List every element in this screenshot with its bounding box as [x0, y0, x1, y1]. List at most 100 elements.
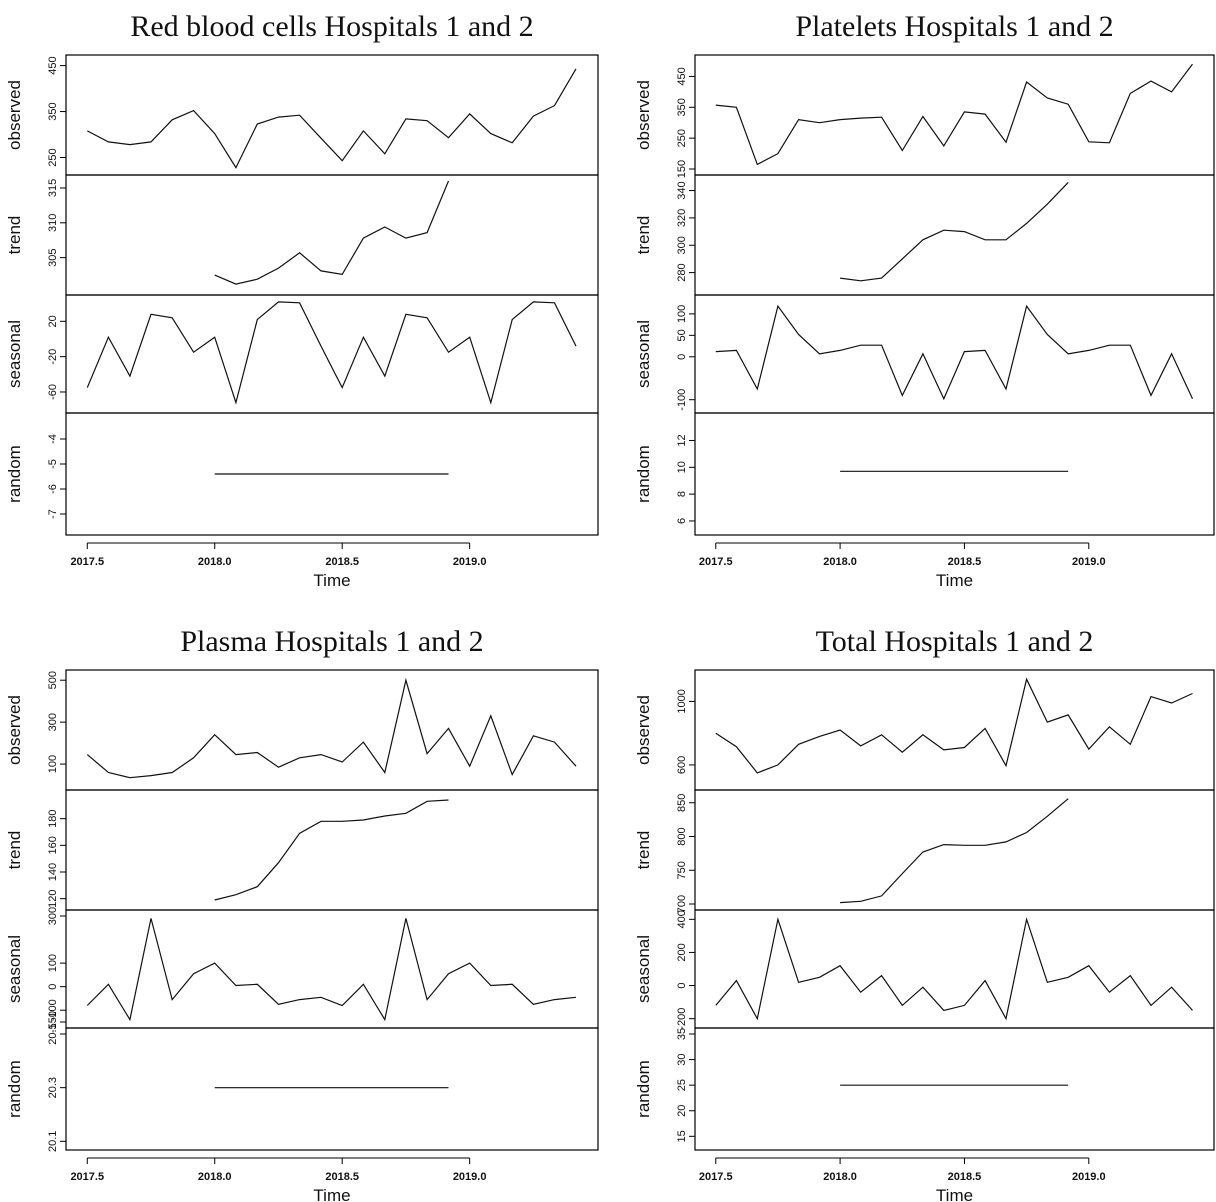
series-seasonal-line [715, 916, 1193, 1021]
ytick-label: 340 [676, 181, 688, 199]
ytick-label: 600 [676, 756, 688, 774]
ytick-label: 12 [676, 434, 688, 446]
ytick-label: 25 [676, 1079, 688, 1091]
chart-title: Platelets Hospitals 1 and 2 [795, 10, 1113, 43]
ytick-label: -6 [47, 484, 59, 494]
series-observed-line [715, 63, 1193, 166]
panel-frame-trend [694, 174, 1215, 296]
panel-frame-observed [65, 669, 599, 791]
ytick-label: 140 [47, 863, 59, 881]
ytick-label: 10 [676, 461, 688, 473]
panel-label-trend: trend [5, 216, 24, 255]
ytick-label: -150 [47, 1011, 59, 1033]
panel-frame-observed [694, 54, 1215, 176]
chart-title: Red blood cells Hospitals 1 and 2 [130, 10, 533, 43]
xtick-label: 2017.5 [70, 1171, 104, 1183]
panel-frame-seasonal [65, 909, 599, 1029]
ytick-label: 250 [676, 129, 688, 147]
xtick-label: 2019.0 [453, 556, 487, 568]
ytick-label: 320 [676, 209, 688, 227]
ytick-label: -7 [47, 509, 59, 519]
ytick-label: 300 [47, 907, 59, 925]
xtick-label: 2019.0 [1072, 556, 1106, 568]
ytick-label: 120 [47, 889, 59, 907]
ytick-label: 30 [676, 1053, 688, 1065]
ytick-label: 350 [47, 102, 59, 120]
panel-frame-random [65, 412, 599, 536]
ytick-label: 160 [47, 836, 59, 854]
ytick-label: 300 [676, 236, 688, 254]
x-axis-title: Time [313, 1186, 350, 1202]
ytick-label: 35 [676, 1028, 688, 1040]
ytick-label: 20.5 [47, 1023, 59, 1044]
xtick-label: 2018.5 [325, 1171, 359, 1183]
ytick-label: 250 [47, 148, 59, 166]
ytick-label: 500 [47, 671, 59, 689]
xtick-label: 2018.0 [823, 1171, 857, 1183]
ytick-label: 200 [676, 943, 688, 961]
ytick-label: 450 [676, 67, 688, 85]
panel-label-trend: trend [5, 831, 24, 870]
series-trend-line [214, 799, 449, 901]
series-seasonal-line [86, 918, 577, 1022]
panel-label-observed: observed [634, 695, 653, 765]
ytick-label: 20 [676, 1105, 688, 1117]
ytick-label: 100 [47, 755, 59, 773]
panel-frame-trend [694, 789, 1215, 911]
ytick-label: 8 [676, 491, 688, 497]
ytick-label: 850 [676, 794, 688, 812]
ytick-label: 0 [676, 354, 688, 360]
ytick-label: 0 [676, 983, 688, 989]
panel-frame-seasonal [694, 909, 1215, 1029]
panel-frame-trend [65, 174, 599, 296]
xtick-label: 2018.5 [948, 556, 982, 568]
panel-label-seasonal: seasonal [5, 935, 24, 1003]
x-axis-title: Time [313, 571, 350, 590]
ytick-label: -20 [47, 349, 59, 365]
ytick-label: 310 [47, 214, 59, 232]
ytick-label: 100 [47, 954, 59, 972]
ytick-label: 6 [676, 518, 688, 524]
panel-frame-observed [65, 54, 599, 176]
ytick-label: 315 [47, 179, 59, 197]
x-axis-title: Time [936, 571, 973, 590]
ytick-label: -60 [47, 384, 59, 400]
xtick-label: 2018.5 [325, 556, 359, 568]
series-observed-line [86, 677, 577, 779]
xtick-label: 2017.5 [699, 556, 733, 568]
series-observed-line [715, 677, 1193, 774]
chart-title: Plasma Hospitals 1 and 2 [180, 625, 483, 658]
ytick-label: 800 [676, 827, 688, 845]
panel-label-random: random [634, 445, 653, 503]
ytick-label: 400 [676, 910, 688, 928]
panel-label-seasonal: seasonal [634, 935, 653, 1003]
ytick-label: 450 [47, 56, 59, 74]
xtick-label: 2019.0 [453, 1171, 487, 1183]
series-trend-line [214, 180, 450, 285]
panel-label-trend: trend [634, 831, 653, 870]
panel-label-seasonal: seasonal [634, 320, 653, 388]
ytick-label: 350 [676, 98, 688, 116]
panel-frame-seasonal [694, 294, 1215, 414]
xtick-label: 2018.5 [948, 1171, 982, 1183]
xtick-label: 2019.0 [1072, 1171, 1106, 1183]
ytick-label: -200 [676, 1008, 688, 1030]
panel-frame-trend [65, 789, 599, 911]
x-axis-title: Time [936, 1186, 973, 1202]
series-trend-line [840, 181, 1069, 282]
ytick-label: 700 [676, 895, 688, 913]
ytick-label: -5 [47, 459, 59, 469]
ytick-label: 300 [47, 713, 59, 731]
series-trend-line [840, 798, 1069, 904]
ytick-label: 0 [47, 984, 59, 990]
series-seasonal-line [715, 304, 1194, 401]
ytick-label: -100 [676, 389, 688, 411]
xtick-label: 2017.5 [70, 556, 104, 568]
panel-label-random: random [5, 1060, 24, 1118]
panel-frame-random [694, 412, 1215, 536]
panel-frame-random [65, 1027, 599, 1151]
xtick-label: 2018.0 [198, 556, 232, 568]
ytick-label: 280 [676, 263, 688, 281]
ytick-label: 750 [676, 861, 688, 879]
